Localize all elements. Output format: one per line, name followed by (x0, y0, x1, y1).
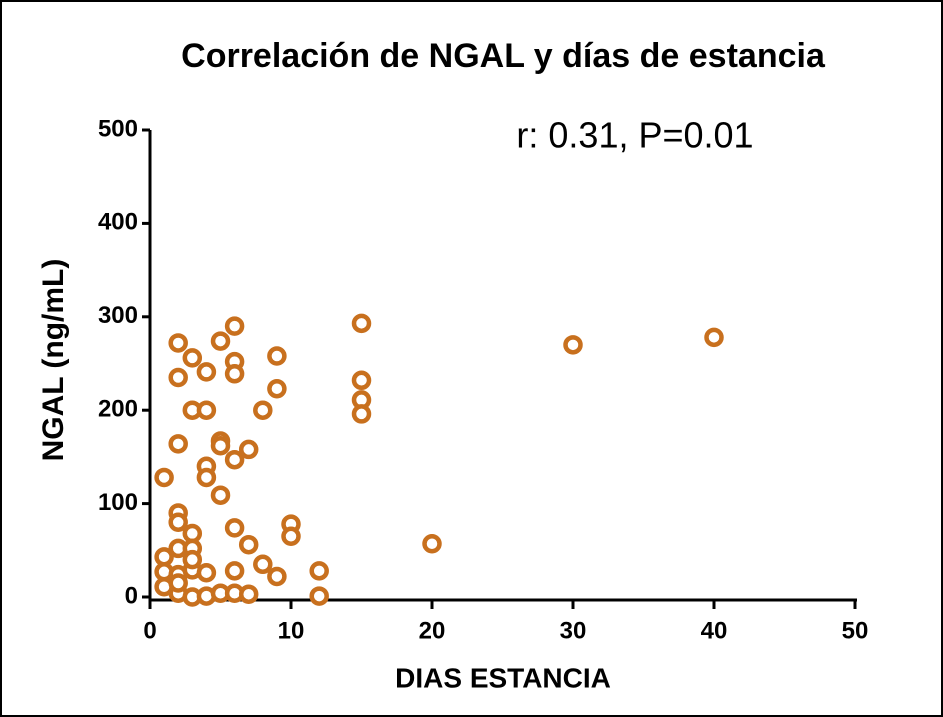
y-tick-label: 200 (98, 396, 138, 423)
point (351, 313, 372, 334)
y-tick-label: 300 (98, 302, 138, 329)
point (422, 534, 442, 554)
y-tick-label: 400 (98, 209, 138, 236)
point (224, 316, 245, 336)
y-axis-label: NGAL (ng/mL) (37, 259, 70, 462)
point (281, 526, 301, 547)
point (253, 554, 273, 575)
point (196, 562, 217, 583)
x-tick-label: 0 (143, 617, 156, 644)
point (309, 586, 329, 606)
point (253, 400, 273, 420)
point (563, 335, 583, 355)
point (182, 549, 203, 570)
point (196, 362, 217, 382)
point (168, 512, 188, 533)
x-tick-label: 40 (701, 617, 728, 644)
x-tick-label: 30 (560, 617, 587, 644)
point (168, 434, 188, 454)
x-axis-label: DIAS ESTANCIA (395, 662, 611, 693)
point (238, 439, 259, 460)
y-tick-label: 500 (98, 115, 138, 142)
point (210, 435, 231, 456)
point (154, 467, 174, 488)
point (168, 333, 188, 353)
chart-title: Correlación de NGAL y días de estancia (181, 37, 826, 75)
annotation: r: 0.31, P=0.01 (516, 115, 753, 156)
point (238, 584, 259, 604)
x-tick-label: 10 (278, 617, 305, 644)
point (224, 518, 245, 538)
point (168, 367, 188, 388)
y-tick-label: 0 (125, 582, 138, 609)
point (267, 346, 287, 366)
y-tick-label: 100 (98, 489, 138, 516)
point (238, 534, 259, 555)
point (351, 370, 372, 391)
point (309, 561, 329, 581)
point (704, 327, 724, 348)
point (196, 400, 217, 420)
point (267, 378, 287, 399)
point (224, 561, 245, 581)
point (168, 573, 188, 593)
x-tick-label: 20 (419, 617, 446, 644)
point (267, 566, 287, 587)
point (351, 404, 372, 424)
point (224, 364, 245, 384)
x-tick-label: 50 (842, 617, 869, 644)
point (224, 449, 245, 470)
point (210, 331, 231, 351)
point (182, 348, 203, 368)
point (210, 485, 231, 505)
point (196, 467, 217, 488)
